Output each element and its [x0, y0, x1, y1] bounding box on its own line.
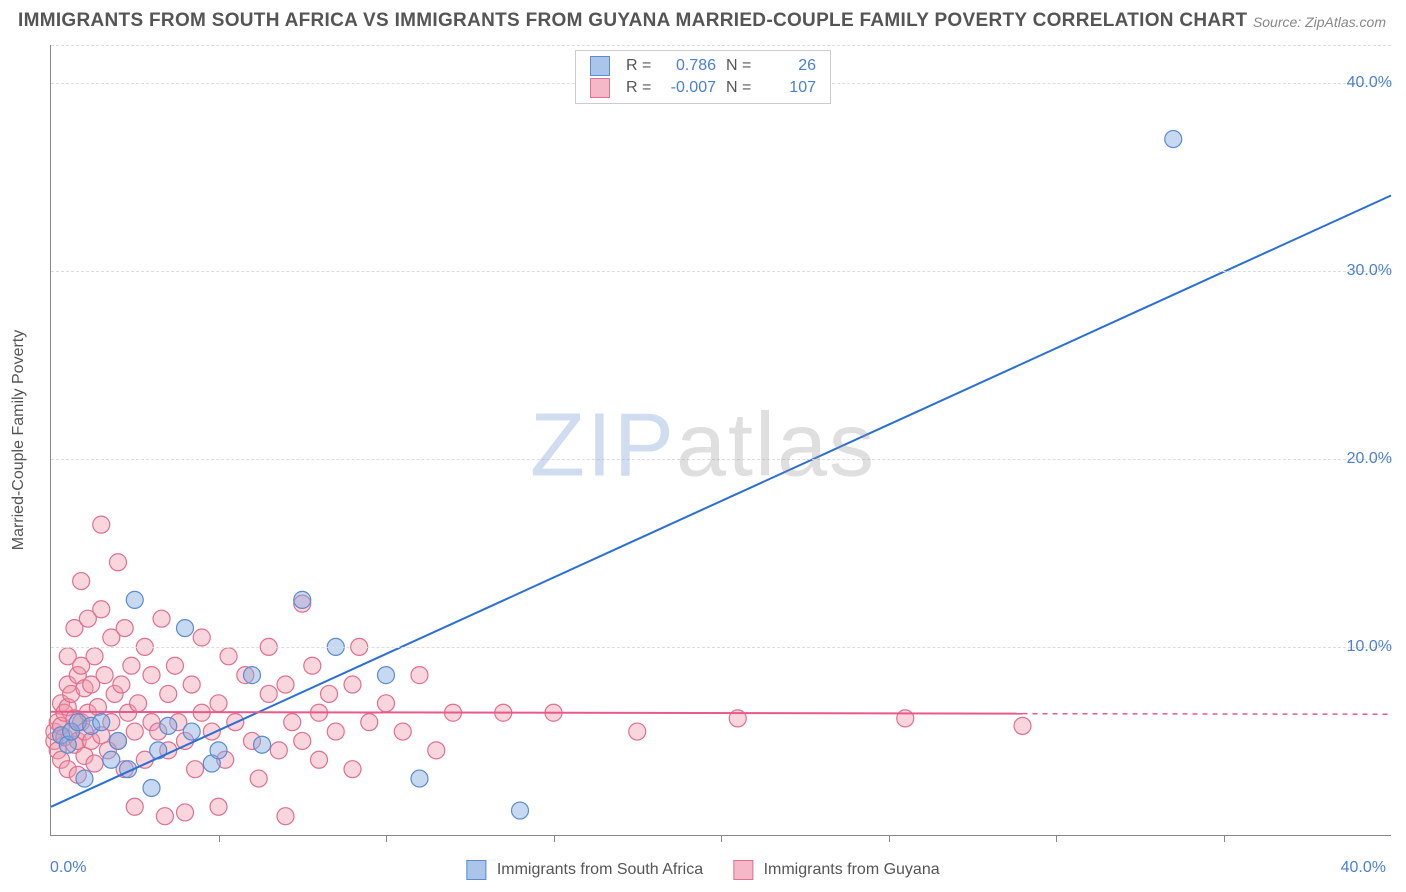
r-label: R =: [626, 57, 656, 75]
series-legend: Immigrants from South Africa Immigrants …: [466, 860, 939, 880]
x-tick: [1224, 835, 1225, 842]
x-tick: [721, 835, 722, 842]
legend-label-sa: Immigrants from South Africa: [497, 861, 703, 878]
plot-svg: [51, 45, 1391, 835]
gridline: [51, 459, 1391, 460]
swatch-gy-icon: [733, 860, 753, 880]
y-axis-label: Married-Couple Family Poverty: [10, 330, 28, 551]
r-label: R =: [626, 79, 656, 97]
correlation-legend: R = 0.786 N = 26 R = -0.007 N = 107: [575, 50, 831, 104]
source-label: Source: ZipAtlas.com: [1253, 14, 1386, 30]
gridline: [51, 647, 1391, 648]
legend-item-sa: Immigrants from South Africa: [466, 860, 703, 880]
legend-label-gy: Immigrants from Guyana: [764, 861, 940, 878]
r-value-gy: -0.007: [666, 79, 716, 97]
y-tick-label: 10.0%: [1347, 638, 1392, 656]
x-axis-min-label: 0.0%: [50, 859, 86, 877]
y-tick-label: 40.0%: [1347, 74, 1392, 92]
chart-plot-area: [50, 45, 1391, 836]
x-tick: [889, 835, 890, 842]
x-tick: [1056, 835, 1057, 842]
n-label: N =: [726, 57, 756, 75]
x-axis-max-label: 40.0%: [1341, 859, 1386, 877]
gridline: [51, 45, 1391, 46]
y-tick-label: 20.0%: [1347, 450, 1392, 468]
x-tick: [219, 835, 220, 842]
legend-item-gy: Immigrants from Guyana: [733, 860, 940, 880]
x-tick: [554, 835, 555, 842]
swatch-sa-icon: [466, 860, 486, 880]
chart-title: IMMIGRANTS FROM SOUTH AFRICA VS IMMIGRAN…: [18, 10, 1247, 32]
n-label: N =: [726, 79, 756, 97]
y-tick-label: 30.0%: [1347, 262, 1392, 280]
swatch-sa-icon: [590, 56, 610, 76]
swatch-gy-icon: [590, 78, 610, 98]
legend-row-gy: R = -0.007 N = 107: [590, 77, 816, 99]
legend-row-sa: R = 0.786 N = 26: [590, 55, 816, 77]
n-value-gy: 107: [766, 79, 816, 97]
r-value-sa: 0.786: [666, 57, 716, 75]
n-value-sa: 26: [766, 57, 816, 75]
gridline: [51, 271, 1391, 272]
x-tick: [386, 835, 387, 842]
